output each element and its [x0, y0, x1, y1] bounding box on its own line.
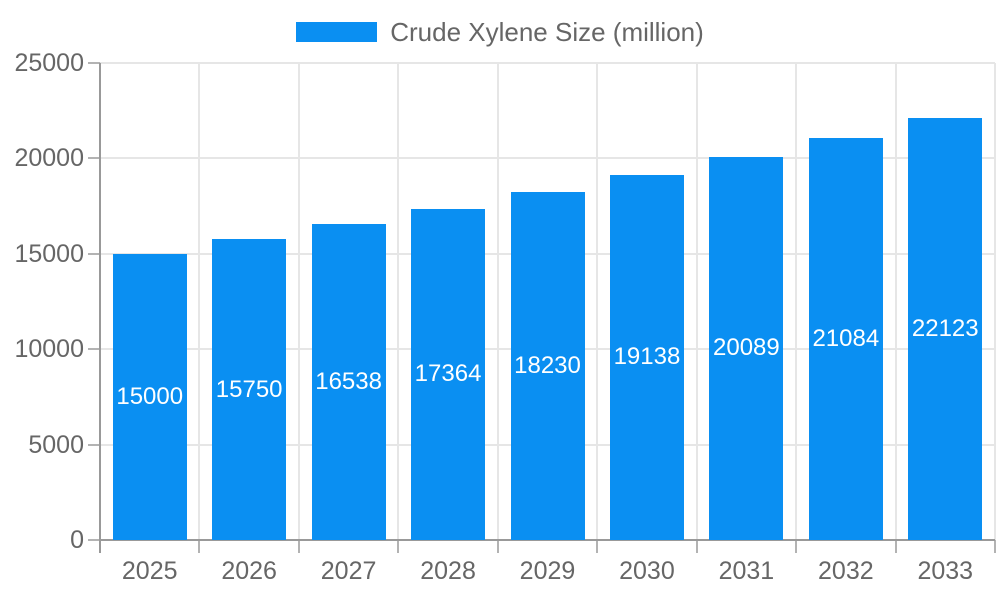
- gridline-horizontal: [100, 157, 995, 160]
- x-axis-tick: [198, 540, 201, 553]
- bar-2029[interactable]: [510, 192, 585, 540]
- y-axis-tick: [88, 157, 100, 160]
- x-tick-label: 2029: [519, 557, 576, 585]
- bar-2028[interactable]: [411, 208, 486, 540]
- gridline-vertical: [297, 63, 300, 540]
- y-tick-label: 10000: [14, 335, 84, 364]
- bar-2031[interactable]: [709, 156, 784, 540]
- x-tick-label: 2025: [121, 557, 178, 585]
- y-axis-line: [99, 63, 101, 553]
- legend-label: Crude Xylene Size (million): [390, 17, 704, 47]
- x-tick-label: 2031: [718, 557, 775, 585]
- y-axis-tick: [88, 62, 100, 64]
- y-axis-tick: [88, 443, 100, 446]
- gridline-vertical: [198, 63, 201, 540]
- y-axis-tick: [88, 539, 100, 541]
- y-tick-label: 0: [70, 526, 84, 554]
- y-tick-label: 20000: [14, 144, 84, 173]
- x-tick-label: 2032: [818, 557, 874, 585]
- x-axis-tick: [894, 540, 897, 553]
- x-axis-tick: [596, 540, 599, 553]
- bar-2030[interactable]: [609, 174, 684, 540]
- gridline-vertical: [994, 63, 996, 540]
- x-axis-tick: [397, 540, 400, 553]
- x-tick-label: 2030: [619, 557, 675, 585]
- y-tick-label: 5000: [28, 430, 84, 459]
- x-tick-label: 2028: [420, 557, 476, 585]
- x-tick-label: 2027: [320, 557, 377, 585]
- gridline-vertical: [496, 63, 499, 540]
- x-tick-label: 2026: [221, 557, 277, 585]
- y-tick-label: 15000: [14, 239, 84, 268]
- bar-2025[interactable]: [112, 253, 187, 540]
- x-axis-line: [100, 539, 995, 541]
- x-axis-tick: [297, 540, 300, 553]
- y-axis-tick: [88, 348, 100, 351]
- x-axis-tick: [695, 540, 698, 553]
- x-axis-tick: [795, 540, 798, 553]
- gridline-vertical: [596, 63, 599, 540]
- y-axis-tick: [88, 252, 100, 255]
- gridline-vertical: [397, 63, 400, 540]
- gridline-vertical: [695, 63, 698, 540]
- x-tick-label: 2033: [917, 557, 974, 585]
- bar-2026[interactable]: [212, 239, 287, 540]
- gridline-vertical: [795, 63, 798, 540]
- bar-2033[interactable]: [908, 117, 983, 540]
- gridline-vertical: [894, 63, 897, 540]
- legend-swatch: [296, 22, 378, 42]
- y-tick-label: 25000: [14, 49, 84, 77]
- legend-item[interactable]: Crude Xylene Size (million): [0, 17, 1000, 47]
- x-axis-tick: [496, 540, 499, 553]
- bar-2032[interactable]: [808, 137, 883, 540]
- x-axis-tick: [994, 540, 996, 553]
- gridline-horizontal: [100, 62, 995, 64]
- bar-2027[interactable]: [311, 224, 386, 540]
